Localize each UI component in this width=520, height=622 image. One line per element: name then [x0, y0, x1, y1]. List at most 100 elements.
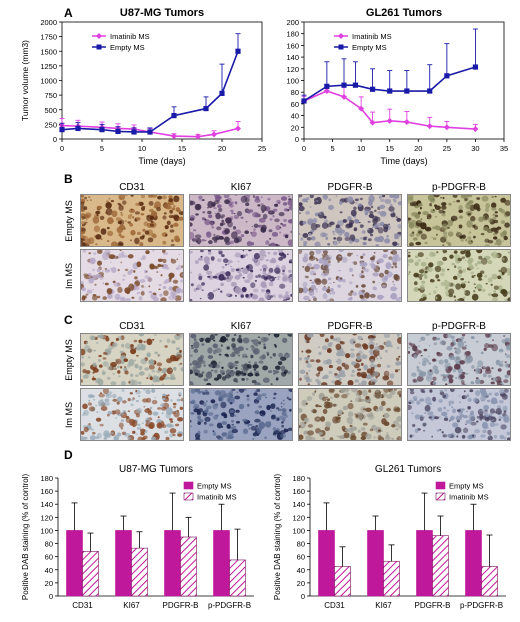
data-point: [211, 131, 217, 138]
y-tick-label: 180: [286, 30, 299, 39]
micrograph-texture: [79, 331, 185, 387]
bar: [164, 530, 181, 597]
legend-marker: [96, 33, 102, 39]
micrograph-texture: [405, 387, 512, 441]
micrograph-im-ms-pdgfrb: [296, 385, 404, 443]
y-axis-label: Tumor volume (mm3): [20, 40, 30, 121]
micrograph-empty-ms-pdgfrb: [298, 330, 404, 387]
legend-label: Imatinib MS: [197, 493, 237, 502]
x-tick-label: 5: [330, 144, 334, 153]
panel-letter-d: D: [64, 448, 73, 462]
y-axis-label: Positive DAB staining (% of control): [21, 474, 30, 601]
micrograph-texture: [188, 248, 295, 305]
y-tick-label: 200: [286, 18, 299, 27]
row-header-empty-ms: Empty MS: [64, 200, 74, 242]
chart-title: GL261 Tumors: [366, 7, 442, 19]
x-tick-label: 30: [471, 144, 479, 153]
chart-u87-tumor-volume: U87-MG Tumors025050075010001250150017502…: [20, 7, 266, 166]
data-point: [235, 48, 241, 54]
x-tick-label: 0: [60, 144, 64, 153]
bar: [213, 530, 230, 597]
legend-swatch: [435, 481, 446, 490]
data-point: [352, 82, 359, 88]
legend-label: Imatinib MS: [110, 32, 150, 41]
y-tick-label: 180: [40, 474, 53, 483]
data-point: [171, 113, 177, 119]
micrograph-empty-ms-p-pdgfrb: [406, 193, 512, 248]
chart-gl261-tumor-volume: GL261 Tumors 0 20 40 60 80 100 120 140 160 180 200 0…: [286, 7, 508, 166]
chart-title: U87-MG Tumors: [120, 7, 204, 19]
micrograph-empty-ms-cd31: [78, 193, 185, 249]
series-line: [303, 90, 476, 130]
y-tick-label: 40: [297, 566, 305, 575]
micrograph-im-ms-cd31: [78, 387, 185, 443]
y-tick-label: 2000: [40, 18, 57, 27]
bar: [465, 530, 482, 597]
y-tick-label: 250: [44, 120, 57, 129]
data-point: [341, 82, 347, 88]
y-tick-label: 60: [297, 553, 305, 562]
data-point: [195, 133, 201, 140]
bar: [180, 536, 197, 597]
series-line: [303, 66, 476, 102]
bar: [318, 530, 335, 597]
x-tick-label: 10: [138, 144, 146, 153]
y-axis-label: Positive DAB staining (% of control): [273, 474, 282, 601]
legend-label: Empty MS: [197, 482, 232, 491]
x-tick-label: KI67: [375, 601, 392, 610]
data-point: [403, 119, 410, 126]
x-axis-label: Time (days): [380, 156, 427, 166]
y-tick-label: 750: [44, 91, 57, 100]
micrograph-texture: [406, 193, 512, 248]
micrograph-texture: [407, 332, 512, 387]
row-header-empty-ms: Empty MS: [64, 339, 74, 381]
legend-swatch: [183, 492, 194, 501]
y-tick-label: 0: [295, 135, 299, 144]
y-tick-label: 20: [297, 579, 305, 588]
bar: [229, 559, 246, 597]
y-tick-label: 160: [40, 487, 53, 496]
x-tick-label: 20: [218, 144, 226, 153]
y-tick-label: 20: [45, 579, 53, 588]
data-point: [219, 90, 225, 96]
y-tick-label: 180: [292, 474, 305, 483]
micrograph-texture: [298, 330, 404, 387]
y-tick-label: 100: [286, 77, 299, 86]
row-header-im-ms: Im MS: [64, 402, 74, 428]
legend-swatch: [435, 492, 446, 501]
y-tick-label: 60: [291, 100, 299, 109]
y-tick-label: 40: [291, 112, 299, 121]
x-tick-label: 10: [357, 144, 365, 153]
y-tick-label: 80: [45, 540, 53, 549]
y-tick-label: 160: [292, 487, 305, 496]
col-header-ki67: KI67: [230, 182, 252, 193]
col-header-p-pdgfrb: p-PDGFR-B: [432, 321, 486, 332]
y-tick-label: 160: [286, 41, 299, 50]
micrograph-empty-ms-p-pdgfrb: [407, 332, 512, 387]
micrograph-texture: [187, 192, 295, 248]
col-header-pdgfrb: PDGFR-B: [327, 321, 373, 332]
micrograph-empty-ms-cd31: [79, 331, 185, 387]
data-point: [301, 98, 307, 104]
bar: [367, 530, 384, 597]
y-tick-label: 80: [297, 540, 305, 549]
chart-title: U87-MG Tumors: [119, 464, 193, 475]
x-tick-label: CD31: [72, 601, 93, 610]
y-tick-label: 1750: [40, 33, 57, 42]
x-tick-label: 15: [386, 144, 394, 153]
bar: [481, 566, 498, 597]
legend-label: Empty MS: [110, 43, 145, 52]
legend-label: Empty MS: [449, 482, 484, 491]
legend-label: Imatinib MS: [449, 493, 489, 502]
y-tick-label: 140: [292, 500, 305, 509]
micrograph-im-ms-cd31: [78, 248, 187, 303]
y-tick-label: 120: [286, 65, 299, 74]
bar: [334, 566, 351, 597]
x-tick-label: p-PDGFR-B: [208, 601, 251, 610]
y-tick-label: 0: [301, 592, 305, 601]
data-point: [426, 123, 433, 130]
data-point: [369, 119, 376, 126]
panel-letter-b: B: [64, 172, 73, 186]
chart-u87-dab-staining: U87-MG Tumors 0 20 40 60 80 100 120 140 160 180 Pos…: [21, 464, 254, 610]
data-point: [203, 105, 209, 112]
